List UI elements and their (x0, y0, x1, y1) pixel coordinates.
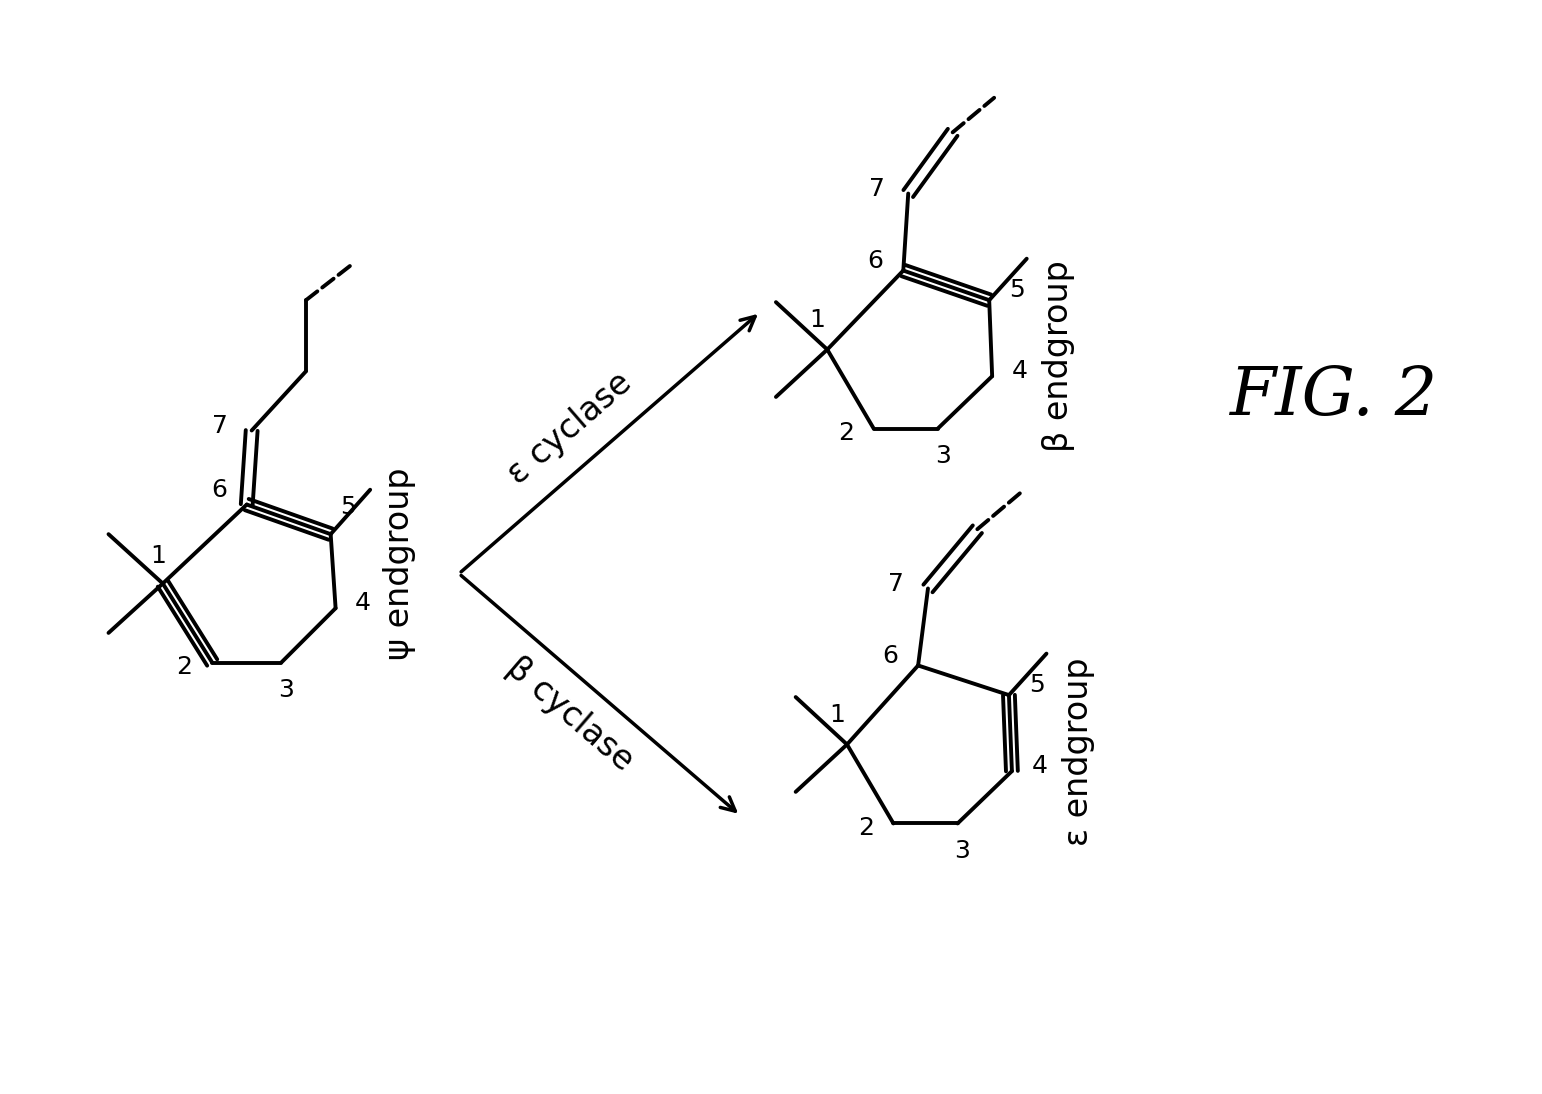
Text: 6: 6 (868, 248, 884, 272)
Text: β endgroup: β endgroup (1042, 260, 1075, 453)
Text: 1: 1 (830, 702, 845, 726)
Text: 2: 2 (837, 421, 854, 445)
Text: 4: 4 (355, 591, 372, 615)
Text: 5: 5 (341, 494, 356, 519)
Text: 5: 5 (1008, 278, 1025, 302)
Text: β cyclase: β cyclase (500, 651, 640, 778)
Text: 6: 6 (882, 643, 899, 667)
Text: 1: 1 (150, 544, 167, 568)
Text: 6: 6 (211, 478, 227, 502)
Text: FIG. 2: FIG. 2 (1229, 363, 1437, 429)
Text: 1: 1 (810, 307, 825, 331)
Text: 7: 7 (888, 571, 904, 595)
Text: 3: 3 (278, 678, 295, 702)
Text: 5: 5 (1029, 673, 1044, 697)
Text: ε endgroup: ε endgroup (1061, 657, 1095, 846)
Text: 4: 4 (1032, 754, 1047, 778)
Text: 4: 4 (1012, 359, 1029, 383)
Text: 2: 2 (857, 816, 874, 840)
Text: ε cyclase: ε cyclase (501, 365, 638, 490)
Text: 7: 7 (213, 414, 228, 438)
Text: 7: 7 (868, 176, 885, 200)
Text: 2: 2 (176, 655, 193, 679)
Text: 3: 3 (954, 839, 970, 863)
Text: ψ endgroup: ψ endgroup (384, 467, 416, 660)
Text: 3: 3 (934, 444, 951, 468)
